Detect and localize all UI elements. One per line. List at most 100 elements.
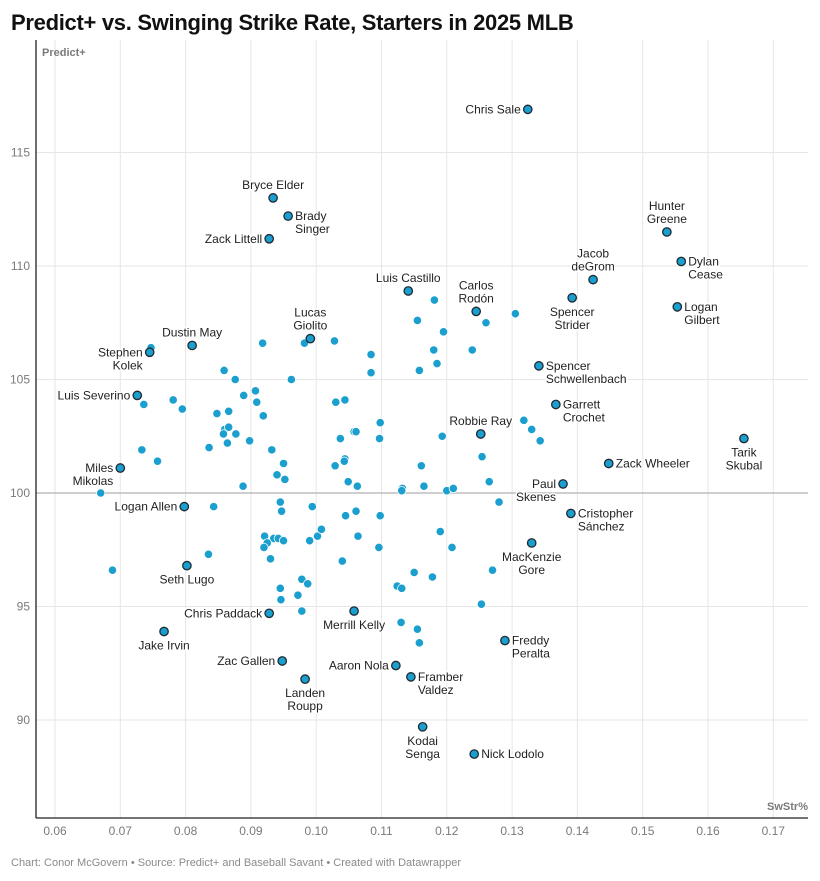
- point-label: Spencer Strider: [550, 305, 595, 332]
- x-tick-label: 0.16: [696, 824, 720, 838]
- data-point: [305, 536, 315, 546]
- data-point: [419, 481, 429, 491]
- unlabeled-points: [96, 295, 545, 648]
- point-label-line: Carlos: [459, 278, 494, 292]
- labeled-data-point: [264, 608, 275, 619]
- data-point: [432, 359, 442, 369]
- data-point: [280, 474, 290, 484]
- data-point: [352, 481, 362, 491]
- data-point: [204, 442, 214, 453]
- data-point: [239, 390, 249, 400]
- point-label: Tarik Skubal: [726, 446, 763, 473]
- labeled-data-point: [471, 306, 482, 317]
- data-point: [340, 511, 351, 521]
- labeled-data-point: [264, 233, 275, 244]
- data-point: [396, 617, 406, 627]
- data-point: [316, 524, 327, 534]
- labeled-data-point: [268, 193, 278, 203]
- data-point: [258, 338, 268, 348]
- point-label-line: Valdez: [418, 683, 454, 697]
- labeled-data-point: [417, 721, 428, 732]
- chart-title: Predict+ vs. Swinging Strike Rate, Start…: [11, 10, 574, 35]
- point-label-line: Logan Allen: [115, 500, 178, 514]
- labeled-data-point: [469, 749, 480, 759]
- data-point: [366, 349, 376, 360]
- data-point: [272, 470, 282, 480]
- y-axis-title: Predict+: [42, 47, 86, 59]
- data-point: [375, 418, 385, 428]
- data-point: [275, 583, 285, 593]
- x-axis-ticks: 0.06 0.07 0.08 0.09 0.10 0.11 0.12 0.13 0.14 0.15…: [43, 824, 785, 838]
- labeled-data-point: [676, 256, 687, 267]
- labeled-data-point: [403, 286, 414, 296]
- data-point: [477, 452, 487, 462]
- point-label-line: Spencer: [550, 305, 595, 319]
- data-point: [484, 477, 494, 487]
- point-label-line: deGrom: [571, 260, 614, 274]
- x-tick-label: 0.07: [109, 824, 133, 838]
- point-label-line: Sánchez: [578, 519, 625, 533]
- data-point: [265, 554, 276, 564]
- point-label: Miles Mikolas: [73, 461, 114, 488]
- data-point: [152, 456, 163, 466]
- labeled-data-point: [391, 660, 401, 671]
- point-label-line: Dustin May: [162, 325, 222, 339]
- data-point: [231, 429, 241, 439]
- x-tick-label: 0.08: [174, 824, 198, 838]
- point-label: Jake Irvin: [138, 638, 189, 652]
- data-point: [414, 638, 424, 648]
- point-label: Paul Skenes: [516, 477, 556, 504]
- point-label-line: Hunter: [649, 199, 685, 213]
- data-point: [448, 483, 458, 494]
- point-label-line: Greene: [647, 212, 687, 226]
- data-point: [224, 406, 234, 416]
- point-label-line: Giolito: [293, 319, 327, 333]
- labeled-data-point: [144, 347, 155, 358]
- point-label-line: Logan: [684, 300, 717, 314]
- labeled-data-point: [179, 501, 190, 512]
- labeled-data-point: [159, 626, 169, 637]
- point-label-line: Brady: [295, 209, 326, 223]
- data-point: [337, 556, 347, 566]
- point-label: Cristopher Sánchez: [578, 506, 633, 533]
- point-label-line: Bryce Elder: [242, 178, 304, 192]
- point-label: Logan Gilbert: [684, 300, 720, 327]
- data-point: [219, 365, 229, 376]
- data-point: [351, 427, 361, 437]
- point-labels: Chris Sale Bryce Elder Brady Singer Zack Lit…: [56, 101, 764, 763]
- data-point: [397, 486, 407, 496]
- labeled-data-point: [739, 433, 749, 444]
- data-point: [340, 395, 350, 405]
- data-point: [168, 395, 178, 405]
- data-point: [258, 411, 268, 421]
- labeled-data-point: [300, 674, 310, 684]
- data-point: [312, 531, 323, 541]
- labeled-data-point: [522, 104, 533, 115]
- point-label: Robbie Ray: [449, 414, 512, 428]
- point-label-line: Peralta: [512, 647, 550, 661]
- point-label: Chris Paddack: [184, 606, 263, 620]
- data-point: [414, 365, 424, 376]
- data-point: [329, 336, 340, 346]
- point-label-line: Stephen: [98, 345, 143, 359]
- point-label-line: Singer: [295, 222, 330, 236]
- x-axis-title: SwStr%: [767, 801, 808, 813]
- labeled-data-point: [603, 458, 614, 469]
- point-label-line: Spencer: [546, 359, 591, 373]
- data-point: [222, 438, 232, 448]
- point-label-line: Chris Paddack: [184, 606, 263, 620]
- point-label-line: Mikolas: [73, 474, 114, 488]
- data-point: [230, 374, 240, 385]
- data-point: [203, 549, 214, 559]
- point-label-line: Kodai: [407, 734, 438, 748]
- point-label-line: Gore: [518, 563, 545, 577]
- labeled-points: [115, 104, 749, 759]
- data-point: [335, 433, 345, 444]
- x-tick-label: 0.09: [239, 824, 263, 838]
- data-point: [447, 542, 457, 553]
- point-label-line: Crochet: [563, 410, 606, 424]
- data-point: [267, 445, 277, 455]
- point-label-line: Zack Wheeler: [616, 456, 690, 470]
- data-point: [238, 481, 248, 491]
